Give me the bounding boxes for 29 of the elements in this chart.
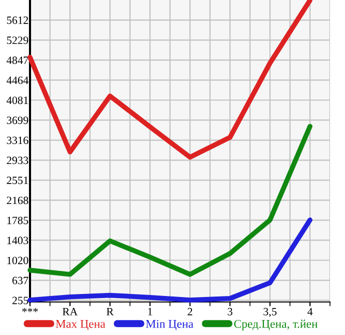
x-tick-label: R xyxy=(106,308,114,316)
x-tick-label: 2 xyxy=(188,308,192,316)
y-tick-label: 255 xyxy=(12,296,28,304)
y-tick-label: 637 xyxy=(12,276,28,284)
x-tick-label: 1 xyxy=(148,308,152,316)
line-series xyxy=(28,124,312,277)
x-tick-label: RA xyxy=(62,308,78,316)
legend-label: Max Цена xyxy=(56,320,106,330)
y-tick-label: 4464 xyxy=(6,76,28,84)
y-tick-label: 5229 xyxy=(7,36,28,44)
x-tick-label: *** xyxy=(22,308,38,312)
x-tick-label: 3,5 xyxy=(264,308,277,317)
y-tick-label: 1020 xyxy=(7,256,28,264)
y-tick-label: 3699 xyxy=(6,116,28,124)
line-series xyxy=(28,218,312,302)
y-tick-label: 1403 xyxy=(7,236,28,244)
y-tick-label: 5612 xyxy=(7,16,28,24)
legend-label: Сред.Цена, т.йен xyxy=(234,320,318,330)
legend-label: Min Цена xyxy=(146,320,194,330)
y-tick-label: 2168 xyxy=(6,196,28,204)
x-tick-label: 4 xyxy=(307,308,313,316)
y-tick-label: 4081 xyxy=(6,96,28,104)
y-tick-label: 1785 xyxy=(7,216,28,224)
y-tick-label: 2933 xyxy=(6,156,28,164)
x-tick-label: 3 xyxy=(228,308,232,316)
y-tick-label: 3316 xyxy=(6,136,28,144)
line-series xyxy=(28,0,312,160)
y-tick-label: 2551 xyxy=(6,176,28,184)
y-tick-label: 4847 xyxy=(6,56,28,64)
